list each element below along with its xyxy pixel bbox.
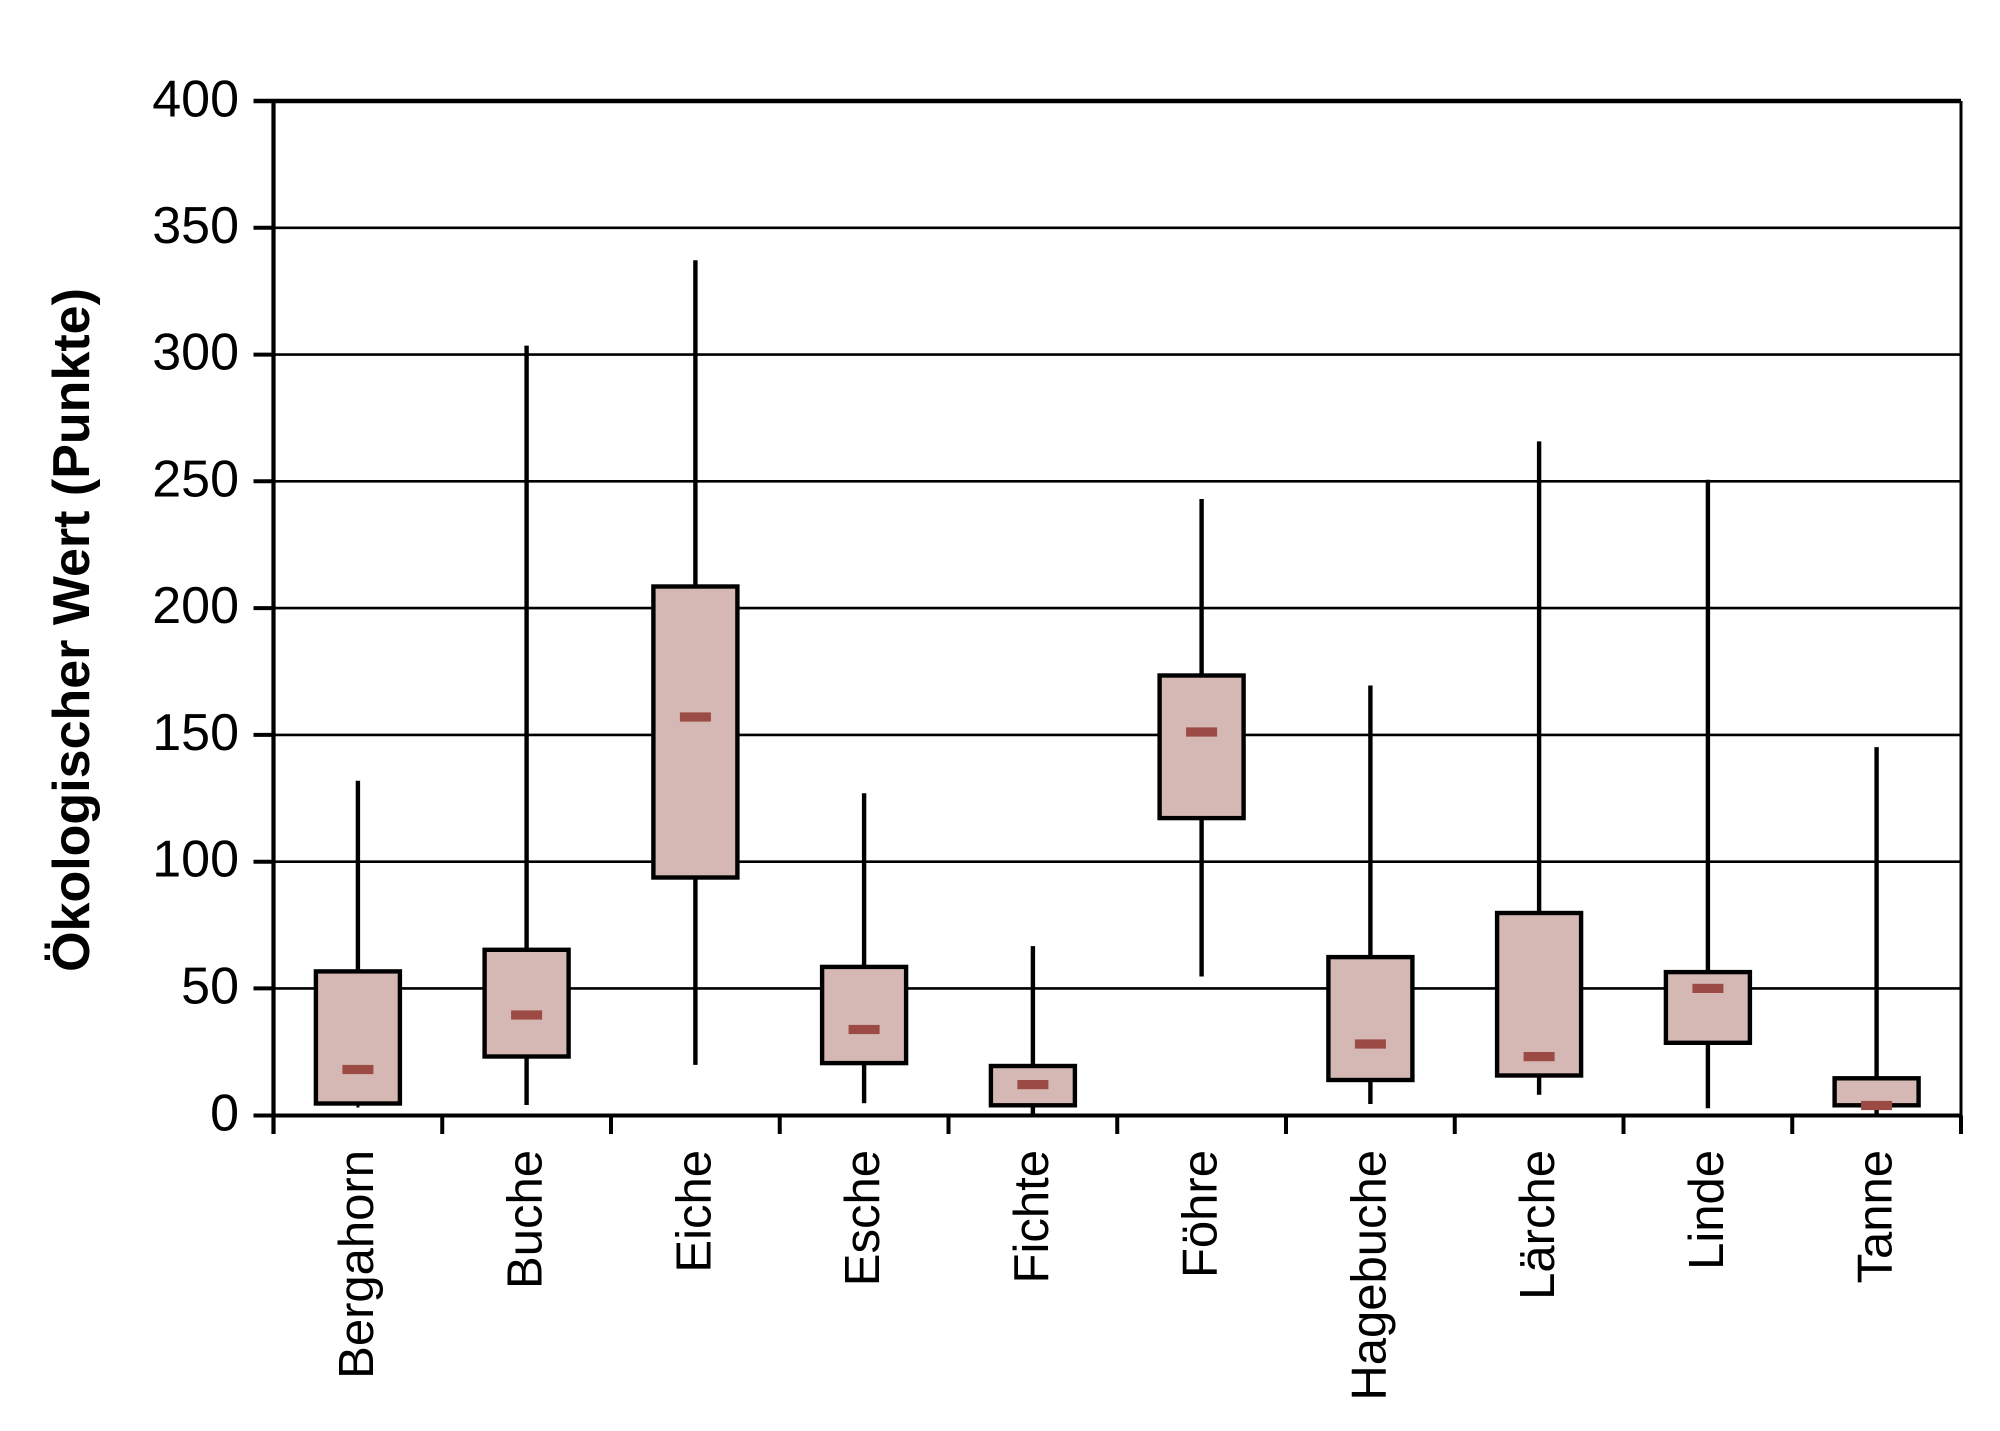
svg-text:50: 50 [181,957,239,1015]
svg-text:400: 400 [152,70,239,128]
svg-text:200: 200 [152,577,239,635]
svg-text:Bergahorn: Bergahorn [330,1150,384,1379]
svg-text:300: 300 [152,324,239,382]
svg-text:Föhre: Föhre [1174,1150,1228,1278]
svg-text:250: 250 [152,450,239,508]
svg-text:350: 350 [152,197,239,255]
svg-text:Hagebuche: Hagebuche [1342,1150,1396,1401]
svg-text:Tanne: Tanne [1849,1150,1903,1284]
svg-text:Lärche: Lärche [1511,1150,1565,1300]
svg-text:Eiche: Eiche [667,1150,721,1273]
svg-text:Buche: Buche [499,1150,553,1289]
svg-text:150: 150 [152,704,239,762]
svg-text:Esche: Esche [836,1150,890,1286]
svg-text:Fichte: Fichte [1005,1150,1059,1283]
svg-text:Ökologischer Wert (Punkte): Ökologischer Wert (Punkte) [43,288,101,972]
svg-text:Linde: Linde [1680,1150,1734,1270]
svg-text:100: 100 [152,831,239,889]
svg-text:0: 0 [210,1085,239,1143]
